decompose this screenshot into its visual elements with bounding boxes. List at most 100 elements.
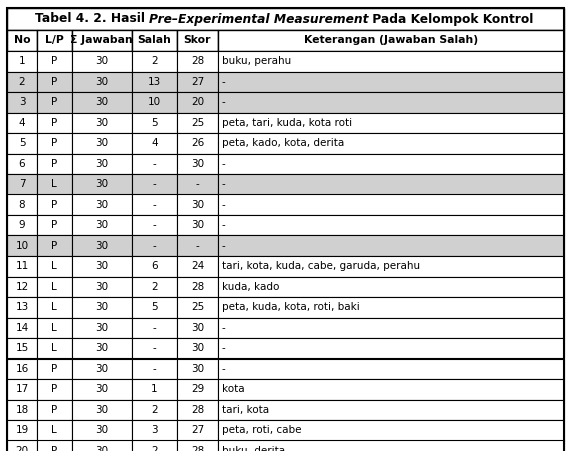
Bar	[7, 318, 37, 338]
Text: 30: 30	[95, 323, 108, 333]
Text: 3: 3	[19, 97, 26, 107]
Bar	[132, 420, 178, 441]
Text: 30: 30	[95, 302, 108, 312]
Text: 2: 2	[151, 282, 158, 292]
Bar	[72, 359, 132, 379]
Text: 30: 30	[191, 323, 204, 333]
Text: Salah: Salah	[138, 36, 171, 46]
Text: 28: 28	[191, 282, 204, 292]
Text: kota: kota	[221, 384, 244, 394]
Text: 1: 1	[19, 56, 26, 66]
Text: 27: 27	[191, 77, 204, 87]
Bar	[217, 441, 564, 451]
Text: 30: 30	[191, 343, 204, 353]
Text: buku, perahu: buku, perahu	[221, 56, 291, 66]
Text: -: -	[221, 97, 225, 107]
Bar	[7, 8, 564, 30]
Text: L: L	[51, 261, 57, 271]
Text: P: P	[51, 446, 57, 451]
Bar	[37, 30, 72, 51]
Text: 17: 17	[15, 384, 28, 394]
Bar	[37, 194, 72, 215]
Bar	[217, 194, 564, 215]
Bar	[7, 420, 37, 441]
Text: -: -	[152, 323, 156, 333]
Bar	[178, 235, 217, 256]
Text: 27: 27	[191, 425, 204, 435]
Text: -: -	[221, 77, 225, 87]
Bar	[7, 338, 37, 359]
Text: P: P	[51, 220, 57, 230]
Bar	[178, 379, 217, 400]
Bar	[217, 174, 564, 194]
Text: 30: 30	[95, 56, 108, 66]
Bar	[37, 256, 72, 276]
Bar	[37, 112, 72, 133]
Bar	[217, 297, 564, 318]
Text: 4: 4	[151, 138, 158, 148]
Text: P: P	[51, 200, 57, 210]
Text: 4: 4	[19, 118, 26, 128]
Text: L: L	[51, 343, 57, 353]
Text: peta, kado, kota, derita: peta, kado, kota, derita	[221, 138, 344, 148]
Text: peta, kuda, kota, roti, baki: peta, kuda, kota, roti, baki	[221, 302, 359, 312]
Bar	[132, 235, 178, 256]
Bar	[72, 112, 132, 133]
Bar	[37, 338, 72, 359]
Text: 9: 9	[19, 220, 26, 230]
Text: 6: 6	[151, 261, 158, 271]
Bar	[72, 153, 132, 174]
Text: 30: 30	[95, 405, 108, 415]
Text: 29: 29	[191, 384, 204, 394]
Bar	[217, 153, 564, 174]
Text: peta, roti, cabe: peta, roti, cabe	[221, 425, 301, 435]
Bar	[178, 297, 217, 318]
Bar	[7, 235, 37, 256]
Bar	[37, 379, 72, 400]
Bar	[72, 194, 132, 215]
Text: 30: 30	[95, 220, 108, 230]
Bar	[7, 256, 37, 276]
Bar	[7, 276, 37, 297]
Text: 30: 30	[95, 241, 108, 251]
Text: 25: 25	[191, 118, 204, 128]
Text: P: P	[51, 364, 57, 374]
Bar	[7, 51, 37, 72]
Text: 30: 30	[95, 261, 108, 271]
Bar	[178, 30, 217, 51]
Bar	[132, 276, 178, 297]
Text: 8: 8	[19, 200, 26, 210]
Bar	[37, 235, 72, 256]
Bar	[37, 153, 72, 174]
Bar	[37, 174, 72, 194]
Bar	[217, 256, 564, 276]
Text: 2: 2	[151, 56, 158, 66]
Bar	[132, 297, 178, 318]
Bar	[37, 297, 72, 318]
Bar	[72, 318, 132, 338]
Bar	[217, 30, 564, 51]
Text: 12: 12	[15, 282, 28, 292]
Bar	[178, 318, 217, 338]
Bar	[72, 30, 132, 51]
Bar	[37, 133, 72, 153]
Bar	[132, 379, 178, 400]
Bar	[7, 153, 37, 174]
Bar	[72, 215, 132, 235]
Text: -: -	[152, 220, 156, 230]
Bar	[37, 400, 72, 420]
Bar	[72, 174, 132, 194]
Text: 16: 16	[15, 364, 28, 374]
Text: 2: 2	[19, 77, 26, 87]
Text: 30: 30	[191, 364, 204, 374]
Bar	[132, 92, 178, 112]
Text: 25: 25	[191, 302, 204, 312]
Text: 28: 28	[191, 446, 204, 451]
Bar	[178, 153, 217, 174]
Text: 10: 10	[15, 241, 28, 251]
Bar	[37, 441, 72, 451]
Bar	[132, 72, 178, 92]
Text: -: -	[221, 220, 225, 230]
Bar	[7, 92, 37, 112]
Text: -: -	[152, 241, 156, 251]
